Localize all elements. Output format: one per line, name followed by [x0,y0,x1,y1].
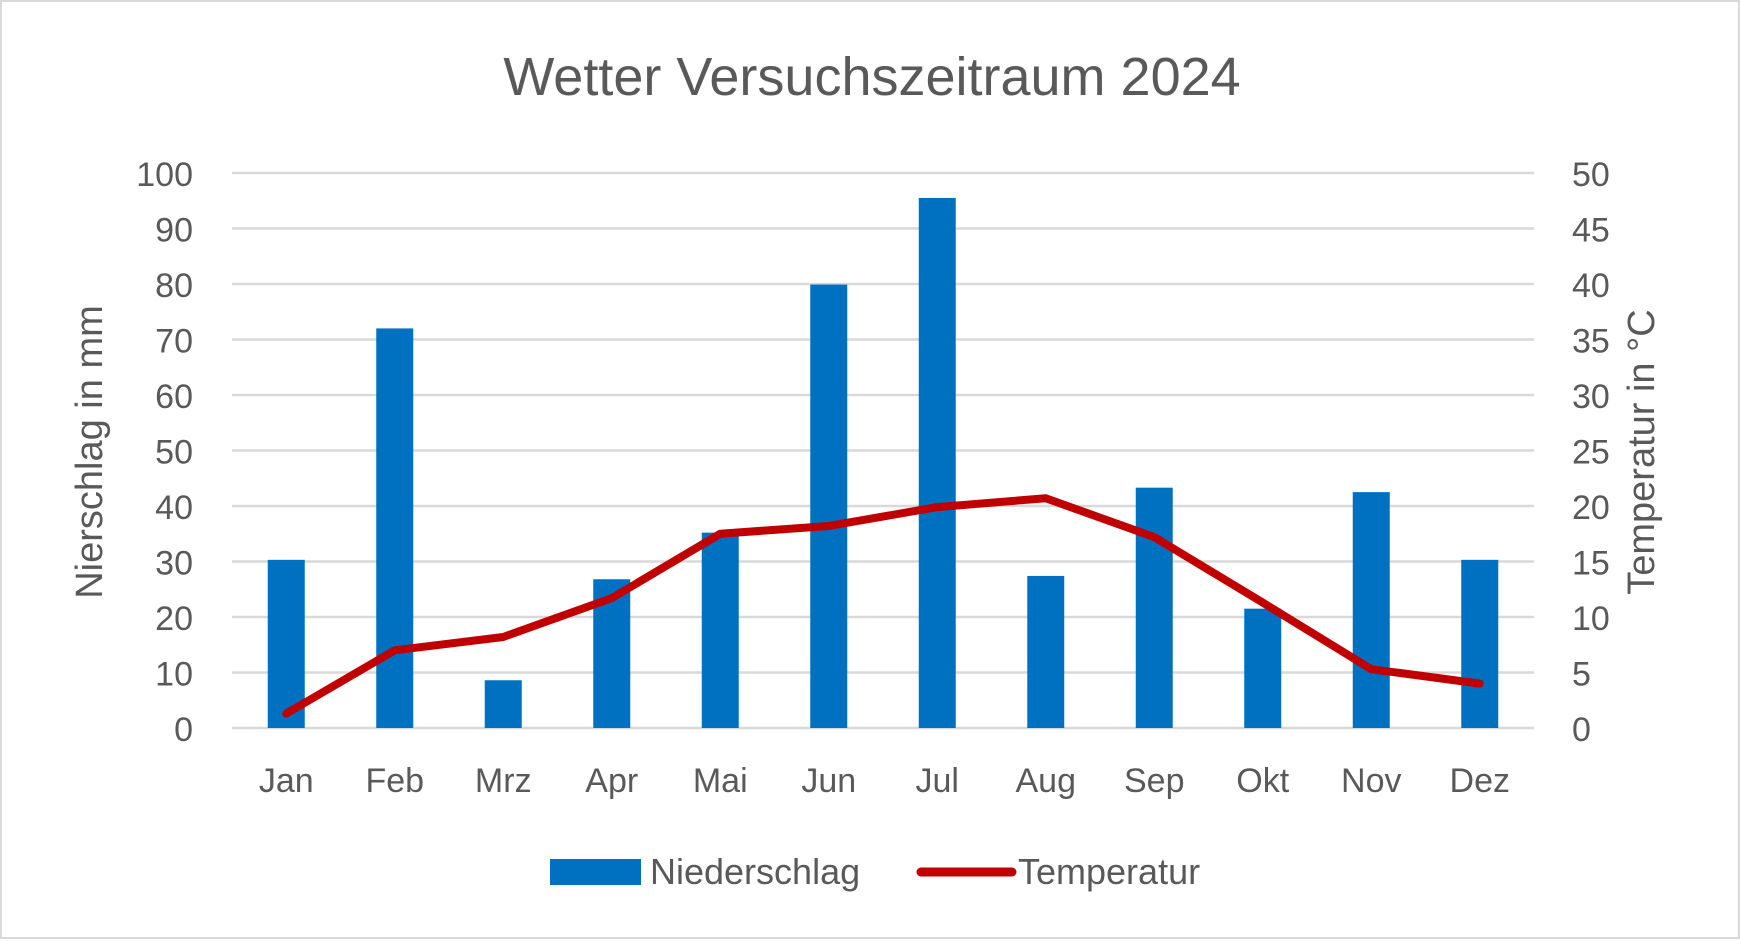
y-axis-left-title: Nierschlag in mm [69,305,111,599]
y-right-tick-label: 35 [1572,323,1610,361]
bar-jul [919,198,956,728]
x-tick-label: Jan [259,762,314,800]
y-right-tick-label: 0 [1572,711,1591,749]
line-temperatur [286,498,1480,714]
bar-feb [376,328,413,728]
y-axis-left: 0 10 20 30 40 50 60 70 80 90 100 [136,156,193,749]
y-right-tick-label: 30 [1572,378,1610,416]
y-right-tick-label: 25 [1572,434,1610,472]
y-left-tick-label: 0 [174,711,193,749]
y-right-tick-label: 20 [1572,489,1610,527]
y-left-tick-label: 30 [155,545,193,583]
bar-mrz [485,680,522,728]
temperature-line [286,498,1480,713]
bar-okt [1244,609,1281,728]
x-tick-label: Apr [585,762,638,800]
x-tick-label: Dez [1450,762,1510,800]
x-tick-label: Feb [365,762,424,800]
y-axis-right-title: Temperatur in °C [1621,309,1663,595]
bars-niederschlag [268,198,1499,728]
y-right-tick-label: 40 [1572,267,1610,305]
y-left-tick-label: 50 [155,434,193,472]
x-tick-label: Nov [1341,762,1401,800]
y-left-tick-label: 80 [155,267,193,305]
bar-sep [1136,488,1173,728]
bar-dez [1461,560,1498,728]
x-tick-label: Mai [693,762,748,800]
y-right-tick-label: 45 [1572,212,1610,250]
legend: Niederschlag Temperatur [550,851,1200,892]
y-left-tick-label: 70 [155,323,193,361]
y-left-tick-label: 10 [155,656,193,694]
y-right-tick-label: 50 [1572,156,1610,194]
bar-aug [1027,576,1064,728]
y-left-tick-label: 90 [155,212,193,250]
x-axis: Jan Feb Mrz Apr Mai Jun Jul Aug Sep Okt Nov Dez [259,762,1510,800]
y-left-tick-label: 20 [155,600,193,638]
y-left-tick-label: 100 [136,156,193,194]
bar-jun [810,285,847,728]
chart-title: Wetter Versuchszeitraum 2024 [503,47,1240,107]
x-tick-label: Jul [916,762,959,800]
x-tick-label: Jun [801,762,856,800]
x-tick-label: Okt [1236,762,1289,800]
x-tick-label: Mrz [475,762,532,800]
legend-label-niederschlag: Niederschlag [650,851,860,892]
y-left-tick-label: 40 [155,489,193,527]
y-right-tick-label: 5 [1572,656,1591,694]
y-right-tick-label: 15 [1572,545,1610,583]
bar-mai [702,533,739,728]
bar-nov [1353,492,1390,728]
x-tick-label: Sep [1124,762,1185,800]
y-axis-right: 0 5 10 15 20 25 30 35 40 45 50 [1572,156,1610,749]
y-left-tick-label: 60 [155,378,193,416]
legend-swatch-niederschlag [550,859,641,885]
y-right-tick-label: 10 [1572,600,1610,638]
x-tick-label: Aug [1016,762,1077,800]
legend-label-temperatur: Temperatur [1018,851,1200,892]
